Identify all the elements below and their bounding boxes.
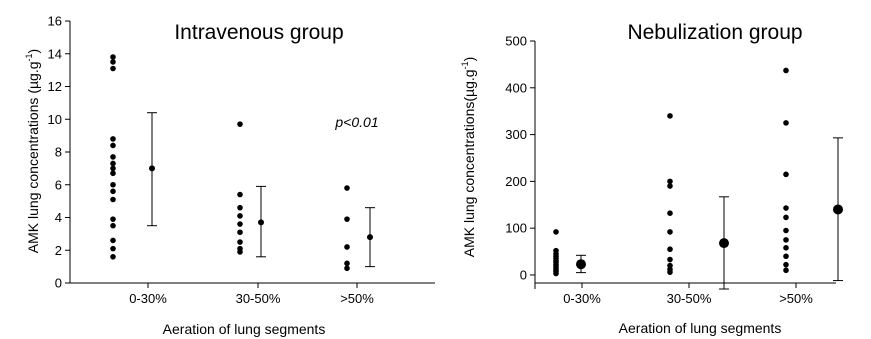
- y-tick-label: 300: [505, 127, 527, 142]
- y-tick-label: 2: [55, 243, 62, 258]
- data-point: [667, 246, 673, 253]
- mean-point: [149, 165, 155, 172]
- chart-nebulization: Nebulization group AMK lung concentratio…: [460, 21, 843, 336]
- plot-area-intravenous: 0 2 4 6 8 10 12 14 16 0-30% 30-50% >50%: [48, 14, 435, 306]
- data-point: [110, 196, 116, 203]
- data-point: [344, 244, 350, 250]
- data-point: [237, 204, 243, 211]
- x-tick-label: >50%: [779, 291, 813, 306]
- data-point: [237, 191, 243, 198]
- data-point: [783, 261, 789, 268]
- data-point: [667, 178, 673, 185]
- y-tick-label: 4: [55, 210, 62, 225]
- x-tick-label: 30-50%: [667, 291, 712, 306]
- data-point: [110, 154, 116, 160]
- data-point: [783, 253, 789, 260]
- data-point: [237, 221, 243, 227]
- data-point: [783, 227, 789, 234]
- data-point: [110, 136, 116, 142]
- data-point: [667, 229, 673, 235]
- data-point: [553, 270, 559, 277]
- x-axis-label-intravenous: Aeration of lung segments: [163, 321, 326, 337]
- y-tick-label: 0: [55, 276, 62, 291]
- data-point: [110, 160, 116, 167]
- y-tick-label: 10: [48, 112, 62, 127]
- y-tick-label: 14: [48, 46, 62, 61]
- chart-title-intravenous: Intravenous group: [174, 21, 343, 44]
- plot-area-nebulization: 0 100 200 300 400 500 0-30% 30-50% >50%: [505, 34, 843, 306]
- mean-point: [367, 234, 373, 241]
- data-point: [667, 256, 673, 263]
- data-point: [783, 237, 789, 243]
- x-axis-label-nebulization: Aeration of lung segments: [619, 320, 782, 336]
- data-point: [110, 216, 116, 222]
- mean-point: [719, 238, 729, 249]
- y-axis-label-intravenous: AMK lung concentrations (µg.g-1): [24, 49, 41, 253]
- data-point: [344, 185, 350, 191]
- data-point: [553, 229, 559, 235]
- data-point: [110, 54, 116, 60]
- y-tick-label: 12: [48, 79, 62, 94]
- y-axis-label-nebulization: AMK lung concentrations(µg.g-1): [460, 57, 477, 258]
- data-point: [110, 59, 116, 65]
- chart-title-nebulization: Nebulization group: [627, 21, 802, 44]
- mean-point: [833, 204, 843, 215]
- data-point: [237, 213, 243, 219]
- y-tick-label: 200: [505, 174, 527, 189]
- mean-point: [258, 219, 264, 226]
- data-point: [110, 253, 116, 260]
- data-point: [667, 113, 673, 119]
- data-point: [783, 67, 789, 74]
- data-point: [783, 120, 789, 126]
- x-tick-label: >50%: [340, 291, 374, 306]
- x-tick-label: 30-50%: [236, 291, 281, 306]
- data-point: [344, 265, 350, 272]
- y-tick-label: 400: [505, 80, 527, 95]
- data-point: [237, 249, 243, 255]
- data-point: [110, 222, 116, 229]
- y-tick-label: 500: [505, 34, 527, 49]
- data-point: [237, 239, 243, 245]
- data-point: [667, 210, 673, 216]
- data-point: [783, 245, 789, 251]
- data-point: [667, 269, 673, 275]
- data-point: [110, 237, 116, 244]
- data-point: [110, 142, 116, 149]
- y-tick-label: 6: [55, 177, 62, 192]
- data-point: [237, 229, 243, 236]
- data-point: [344, 216, 350, 222]
- y-tick-label: 8: [55, 145, 62, 160]
- data-point: [110, 65, 116, 72]
- y-tick-label: 0: [520, 267, 527, 282]
- data-point: [783, 214, 789, 221]
- chart-intravenous: Intravenous group AMK lung concentration…: [24, 14, 435, 337]
- data-point: [110, 245, 116, 252]
- annotation-pvalue: p<0.01: [334, 114, 378, 130]
- data-point: [110, 188, 116, 195]
- data-point: [237, 121, 243, 127]
- y-tick-label: 100: [505, 221, 527, 236]
- data-point: [110, 181, 116, 188]
- data-point: [783, 205, 789, 211]
- x-tick-label: 0-30%: [129, 291, 167, 306]
- data-point: [110, 170, 116, 177]
- mean-point: [576, 259, 586, 270]
- data-point: [667, 183, 673, 189]
- x-tick-label: 0-30%: [563, 291, 601, 306]
- data-point: [110, 165, 116, 172]
- data-point: [344, 260, 350, 267]
- data-point: [783, 267, 789, 274]
- y-tick-label: 16: [48, 14, 62, 29]
- data-point: [783, 171, 789, 178]
